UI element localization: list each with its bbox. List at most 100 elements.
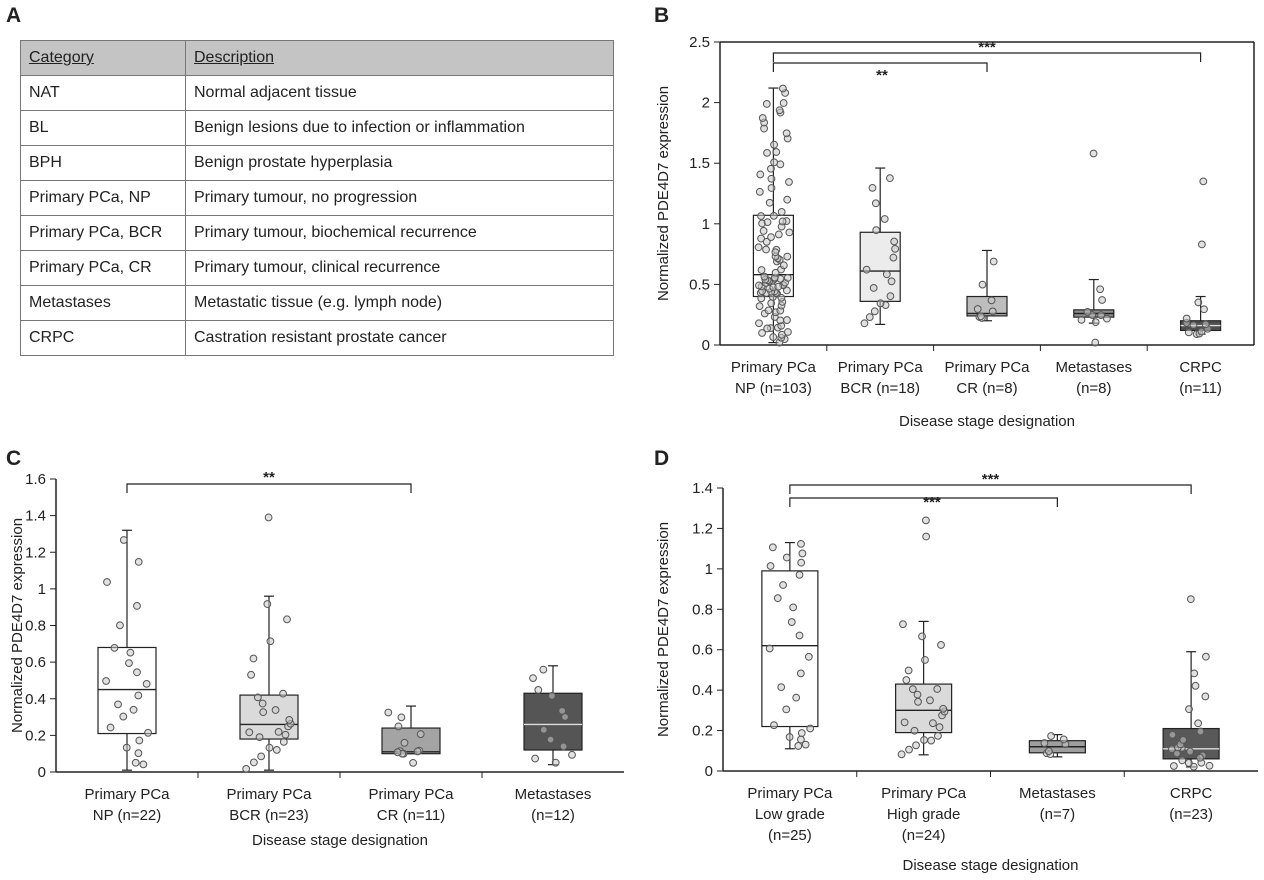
data-point <box>891 244 900 253</box>
x-category-label: Metastases <box>1019 785 1096 802</box>
x-category-label: NP (n=22) <box>93 807 162 824</box>
table-header-row: Category Description <box>20 40 614 76</box>
x-category-label: (n=25) <box>768 827 812 844</box>
data-point <box>755 281 763 290</box>
panel-label-d: D <box>654 447 670 470</box>
data-point <box>1201 652 1210 661</box>
data-point <box>772 148 781 156</box>
data-point <box>897 750 906 759</box>
data-point <box>785 178 793 186</box>
significance-bracket <box>789 497 1058 507</box>
data-point <box>870 307 879 316</box>
x-category-label: Metastases <box>515 786 592 803</box>
data-point <box>259 708 268 717</box>
data-point <box>126 648 135 657</box>
significance-label: *** <box>982 471 1000 488</box>
x-category-label: CRPC <box>1179 359 1222 376</box>
table-row: BL Benign lesions due to infection or inf… <box>20 110 614 146</box>
data-point <box>1091 338 1100 347</box>
data-point <box>1186 595 1195 604</box>
description-cell: Benign prostate hyperplasia <box>185 145 614 181</box>
data-point <box>274 728 283 736</box>
data-point <box>257 752 266 761</box>
y-axis-title: Normalized PDE4D7 expression <box>655 86 672 301</box>
data-point <box>762 100 771 108</box>
data-point <box>106 723 115 732</box>
data-point <box>797 735 805 744</box>
data-point <box>558 706 567 715</box>
data-point <box>763 148 771 157</box>
data-point <box>1169 762 1178 770</box>
data-point <box>758 114 767 122</box>
data-point <box>782 129 791 138</box>
data-point <box>910 726 919 735</box>
data-point <box>760 272 769 281</box>
data-point <box>777 208 786 216</box>
data-point <box>1178 756 1187 765</box>
data-point <box>920 736 928 744</box>
data-point <box>904 666 913 675</box>
data-point <box>561 713 569 721</box>
y-tick-label: 1.5 <box>689 155 710 172</box>
data-point <box>416 730 425 739</box>
data-point <box>778 217 787 226</box>
data-point <box>774 282 783 291</box>
significance-bracket <box>789 484 1192 494</box>
data-point <box>922 532 931 541</box>
description-cell: Benign lesions due to infection or infla… <box>185 110 614 146</box>
data-point <box>763 324 772 333</box>
data-point <box>279 737 288 746</box>
x-category-label: Primary PCa <box>747 785 833 802</box>
data-point <box>1096 285 1105 294</box>
data-point <box>281 730 290 739</box>
data-point <box>1190 669 1199 678</box>
y-tick-label: 0 <box>705 763 713 780</box>
data-point <box>754 243 763 252</box>
data-point <box>393 748 402 757</box>
data-point <box>559 742 568 751</box>
x-category-label: Primary PCa <box>838 359 924 376</box>
data-point <box>797 558 806 567</box>
description-cell: Normal adjacent tissue <box>185 75 614 111</box>
data-point <box>568 750 576 759</box>
data-point <box>914 697 922 706</box>
data-point <box>762 237 771 246</box>
data-point <box>868 183 877 192</box>
data-point <box>384 708 393 717</box>
category-cell: BL <box>20 110 186 146</box>
data-point <box>989 257 998 266</box>
box-group <box>752 84 795 347</box>
data-point <box>134 691 143 700</box>
data-point <box>770 140 778 149</box>
data-point <box>973 305 982 313</box>
chart-c: 0 0.2 0.4 0.6 0.8 1 1.2 1.4 1.6 Normalized PDE4D7… <box>9 469 624 849</box>
data-point <box>529 674 537 683</box>
data-point <box>1182 314 1191 323</box>
x-category-label: Primary PCa <box>881 785 967 802</box>
data-point <box>774 230 783 239</box>
box-group <box>1073 149 1115 347</box>
data-point <box>144 728 152 737</box>
data-point <box>784 328 792 336</box>
data-point <box>285 715 294 724</box>
data-point <box>779 99 788 107</box>
data-point <box>771 248 780 257</box>
y-tick-label: 0.5 <box>689 276 710 293</box>
x-category-label: Metastases <box>1055 359 1132 376</box>
data-point <box>1205 761 1214 770</box>
table-row: Primary PCa, CR Primary tumour, clinical … <box>20 250 614 286</box>
data-point <box>806 724 815 733</box>
data-point <box>787 618 796 626</box>
data-point <box>934 731 942 740</box>
y-axis-title: Normalized PDE4D7 expression <box>655 522 672 737</box>
data-point <box>797 729 806 737</box>
data-point <box>1077 315 1086 324</box>
data-point <box>795 570 804 579</box>
data-point <box>935 723 944 732</box>
x-category-label: BCR (n=23) <box>229 807 309 824</box>
panel-label-a: A <box>6 4 22 27</box>
data-point <box>905 745 913 754</box>
box-group <box>761 539 819 750</box>
chart-d: 0 0.2 0.4 0.6 0.8 1 1.2 1.4 Normalized PDE4D7 ex… <box>655 471 1258 874</box>
table-row: NAT Normal adjacent tissue <box>20 75 614 111</box>
